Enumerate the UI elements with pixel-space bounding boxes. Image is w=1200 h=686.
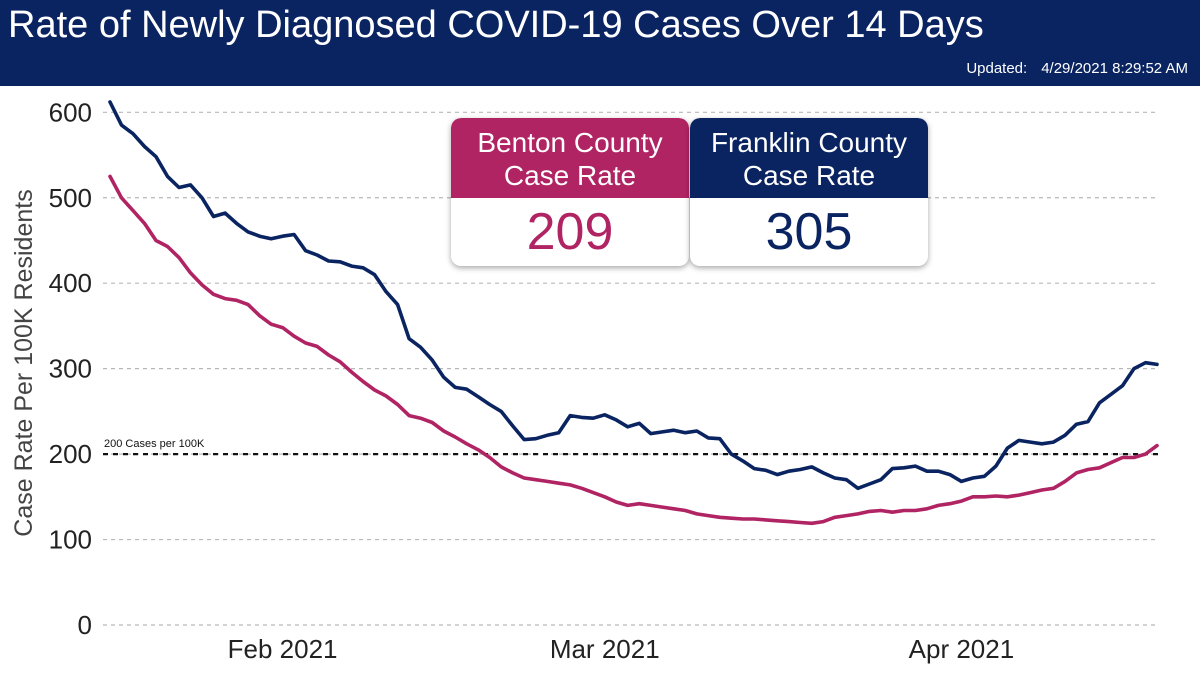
benton-card-label-line1: Benton County bbox=[477, 127, 663, 158]
benton-card-header: Benton County Case Rate bbox=[451, 118, 689, 198]
y-axis-label: Case Rate Per 100K Residents bbox=[10, 189, 38, 536]
franklin-card-label-line2: Case Rate bbox=[742, 160, 876, 191]
x-tick-label: Apr 2021 bbox=[909, 634, 1015, 664]
benton-case-rate-value: 209 bbox=[526, 203, 614, 261]
franklin-case-rate-value: 305 bbox=[765, 203, 853, 261]
series-line-franklin-county bbox=[108, 100, 1159, 491]
benton-card-label-line2: Case Rate bbox=[503, 160, 637, 191]
reference-line-group: 200 Cases per 100K bbox=[103, 438, 1158, 456]
x-tick-label: Feb 2021 bbox=[228, 634, 338, 664]
franklin-card-label-line1: Franklin County bbox=[710, 127, 908, 158]
series-lines bbox=[108, 100, 1159, 526]
y-tick-label: 400 bbox=[49, 268, 92, 298]
y-tick-label: 0 bbox=[78, 610, 92, 640]
y-axis-ticks: 0 100 200 300 400 500 600 bbox=[49, 97, 92, 640]
series-line-benton-county bbox=[108, 174, 1159, 526]
benton-case-rate-card: Benton County Case Rate 209 bbox=[451, 118, 689, 266]
y-tick-label: 300 bbox=[49, 354, 92, 384]
case-rate-line-chart: 0 100 200 300 400 500 600 Feb 2021 Mar 2021 Apr … bbox=[10, 97, 1159, 664]
reference-line-label: 200 Cases per 100K bbox=[104, 438, 205, 450]
updated-timestamp: Updated: 4/29/2021 8:29:52 AM bbox=[966, 60, 1188, 77]
page-title: Rate of Newly Diagnosed COVID-19 Cases O… bbox=[8, 4, 984, 46]
y-tick-label: 200 bbox=[49, 439, 92, 469]
x-axis-ticks: Feb 2021 Mar 2021 Apr 2021 bbox=[228, 634, 1015, 664]
franklin-card-header: Franklin County Case Rate bbox=[690, 118, 928, 198]
y-tick-label: 500 bbox=[49, 183, 92, 213]
franklin-case-rate-card: Franklin County Case Rate 305 bbox=[690, 118, 928, 266]
header-bar: Rate of Newly Diagnosed COVID-19 Cases O… bbox=[0, 0, 1200, 86]
updated-label: Updated: bbox=[966, 60, 1028, 77]
y-tick-label: 600 bbox=[49, 97, 92, 127]
y-tick-label: 100 bbox=[49, 525, 92, 555]
x-tick-label: Mar 2021 bbox=[550, 634, 660, 664]
updated-value: 4/29/2021 8:29:52 AM bbox=[1041, 60, 1188, 77]
